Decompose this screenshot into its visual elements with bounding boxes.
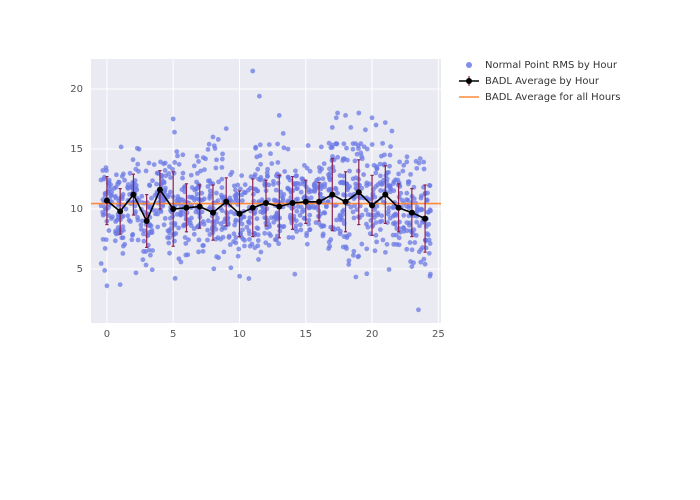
x-tick-label: 15: [299, 329, 312, 340]
chart-svg: 0 5 10 15 20 25 5 10 15 20 Normal Point RMS by Hou…: [0, 0, 700, 500]
chart-root: 0 5 10 15 20 25 5 10 15 20 Normal Point RMS by Hou…: [0, 0, 700, 500]
x-tick-label: 25: [432, 329, 445, 340]
y-tick-label: 20: [70, 84, 83, 95]
y-tick-label: 10: [70, 204, 83, 215]
x-tick-label: 20: [366, 329, 379, 340]
legend-label: Normal Point RMS by Hour: [485, 60, 618, 71]
y-tick-label: 5: [77, 264, 83, 275]
y-tick-label: 15: [70, 144, 83, 155]
legend-scatter-icon: [466, 62, 472, 68]
x-tick-label: 0: [104, 329, 110, 340]
legend-line-marker-icon: [466, 78, 472, 84]
legend-label: BADL Average for all Hours: [485, 92, 620, 103]
legend-label: BADL Average by Hour: [485, 76, 600, 87]
x-tick-label: 5: [170, 329, 176, 340]
x-tick-label: 10: [233, 329, 246, 340]
